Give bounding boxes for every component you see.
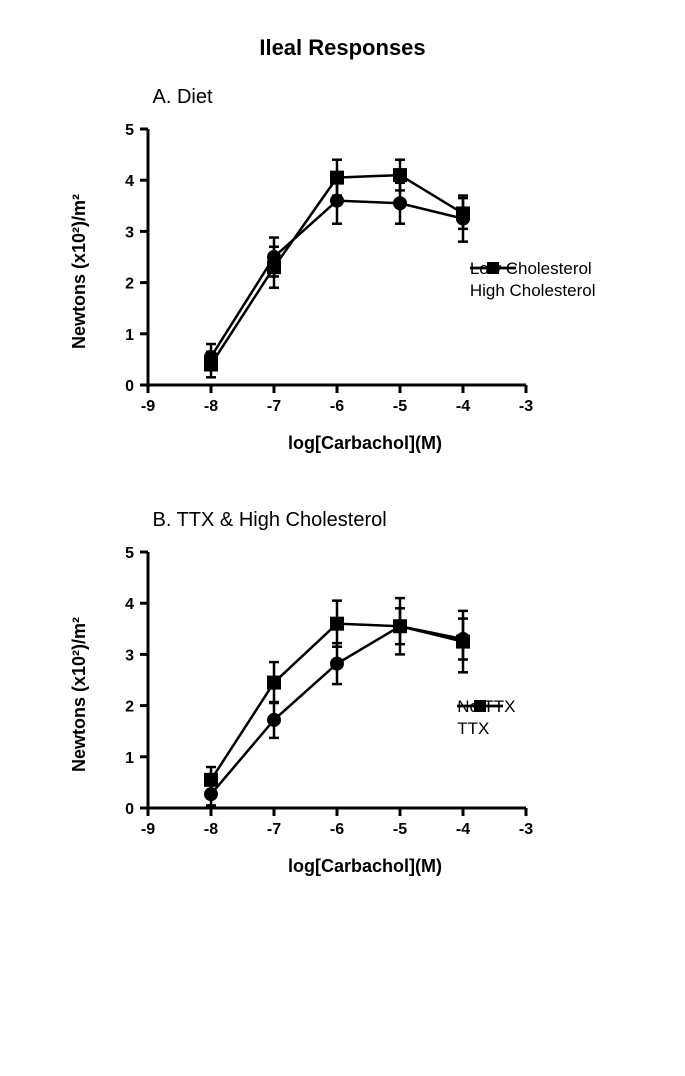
legend-marker-icon: [470, 257, 516, 279]
svg-text:-4: -4: [455, 398, 469, 415]
chart-block: A. Diet Newtons (x10²)/m² -9 -8 -7 -6 -5 -4 -3…: [63, 86, 623, 454]
svg-text:-3: -3: [518, 821, 532, 838]
legend-item: TTX: [457, 719, 515, 739]
svg-text:2: 2: [125, 276, 134, 293]
svg-text:3: 3: [125, 647, 134, 664]
page: Ileal Responses A. Diet Newtons (x10²)/m…: [0, 0, 685, 1076]
plot-area: -9 -8 -7 -6 -5 -4 -3 0 1 2 3 4 5 No TTX TTX: [96, 540, 536, 850]
legend: Low Cholesterol High Cholesterol: [470, 257, 596, 303]
svg-text:-5: -5: [392, 821, 406, 838]
svg-text:0: 0: [125, 801, 134, 818]
legend: No TTX TTX: [457, 695, 515, 741]
chart-block: B. TTX & High Cholesterol Newtons (x10²)…: [63, 509, 623, 877]
plot-area: -9-8-7-6-5-4-3012345 Low Cholesterol Hig…: [96, 117, 536, 427]
svg-text:4: 4: [125, 173, 134, 190]
svg-text:-8: -8: [203, 398, 217, 415]
svg-text:-6: -6: [329, 398, 343, 415]
plot-wrap: Newtons (x10²)/m² -9 -8 -7 -6 -5 -4 -3 0 1 2 3 4 5 N…: [63, 540, 623, 850]
svg-text:-8: -8: [203, 821, 217, 838]
page-title: Ileal Responses: [30, 35, 655, 61]
svg-text:1: 1: [125, 750, 134, 767]
legend-item: High Cholesterol: [470, 281, 596, 301]
svg-text:0: 0: [125, 378, 134, 395]
svg-text:1: 1: [125, 327, 134, 344]
svg-text:-7: -7: [266, 398, 280, 415]
y-axis-label: Newtons (x10²)/m²: [63, 194, 96, 349]
svg-text:-6: -6: [329, 821, 343, 838]
svg-text:5: 5: [125, 545, 134, 562]
legend-marker-icon: [457, 695, 503, 717]
svg-text:-3: -3: [518, 398, 532, 415]
plot-wrap: Newtons (x10²)/m² -9 -8 -7 -6 -5 -4 -3 0 1 2 3 4 5 L…: [63, 117, 623, 427]
svg-text:-9: -9: [140, 398, 154, 415]
chart-subtitle: A. Diet: [153, 86, 623, 109]
svg-text:-7: -7: [266, 821, 280, 838]
svg-text:4: 4: [125, 596, 134, 613]
svg-text:-5: -5: [392, 398, 406, 415]
svg-text:2: 2: [125, 699, 134, 716]
y-axis-label: Newtons (x10²)/m²: [63, 617, 96, 772]
x-axis-label: log[Carbachol](M): [108, 856, 623, 877]
svg-text:-9: -9: [140, 821, 154, 838]
svg-text:-4: -4: [455, 821, 469, 838]
charts-container: A. Diet Newtons (x10²)/m² -9 -8 -7 -6 -5 -4 -3…: [30, 86, 655, 877]
legend-label: TTX: [457, 719, 489, 739]
legend-label: High Cholesterol: [470, 281, 596, 301]
chart-subtitle: B. TTX & High Cholesterol: [153, 509, 623, 532]
svg-text:5: 5: [125, 122, 134, 139]
svg-text:3: 3: [125, 224, 134, 241]
x-axis-label: log[Carbachol](M): [108, 433, 623, 454]
